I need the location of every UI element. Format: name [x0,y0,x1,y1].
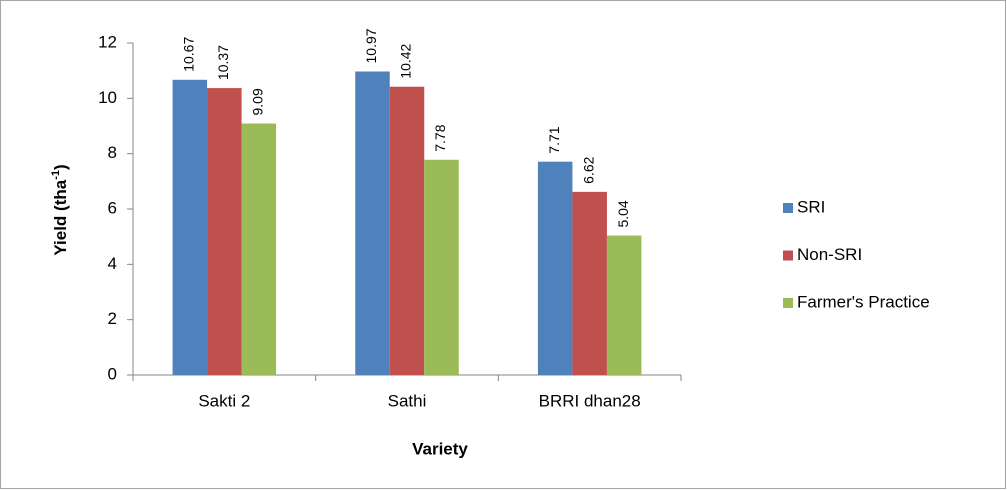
value-label: 6.62 [580,156,596,183]
bar [207,88,242,375]
y-tick-label: 12 [98,32,117,51]
y-axis-title-sup: -1 [50,170,62,180]
bar [606,235,642,375]
bar [537,161,573,375]
legend-swatch [783,298,793,308]
bar [355,71,390,375]
legend-label: Non-SRI [797,245,862,264]
x-tick-label: Sakti 2 [198,391,250,410]
legend-label: Farmer's Practice [797,292,930,311]
y-axis-title-main: Yield (tha [51,179,70,255]
bar [389,86,425,376]
bar [172,79,208,376]
y-tick-label: 8 [108,143,117,162]
y-tick-label: 10 [98,88,117,107]
bar [424,159,459,375]
value-label: 10.67 [181,37,197,72]
value-label: 10.97 [363,28,379,63]
x-tick-label: Sathi [388,391,427,410]
y-tick-label: 6 [108,198,117,217]
y-axis-title: Yield (tha-1) [50,164,71,255]
value-label: 10.37 [215,45,231,80]
bar [572,191,607,375]
value-label: 9.09 [250,88,266,115]
bar [241,123,277,375]
y-tick-label: 4 [108,254,117,273]
x-tick-label: BRRI dhan28 [539,391,641,410]
y-axis-title-end: ) [51,164,70,170]
y-tick-label: 2 [108,309,117,328]
legend-label: SRI [797,197,825,216]
value-label: 7.71 [546,126,562,153]
y-tick-label: 0 [108,364,117,383]
x-axis-title: Variety [412,439,468,458]
value-label: 10.42 [398,43,414,78]
legend-swatch [783,203,793,213]
legend-swatch [783,250,793,261]
value-label: 5.04 [615,200,631,227]
value-label: 7.78 [432,124,448,151]
